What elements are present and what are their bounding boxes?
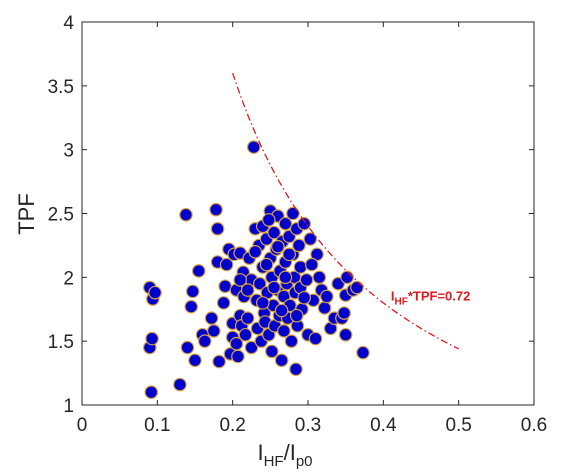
scatter-point [289,362,303,377]
scatter-point [148,285,162,300]
scatter-point [180,340,195,355]
x-tick-label: 0.1 [144,415,170,436]
scatter-point [293,260,308,274]
scatter-point [320,289,334,304]
xlabel-sub1: HF [264,453,284,470]
scatter-point [271,239,285,254]
scatter-point [303,232,318,246]
scatter-point [231,349,245,364]
scatter-point [278,270,293,285]
scatter-point [248,245,263,259]
scatter-point [212,354,226,369]
y-tick-label: 3 [63,141,74,162]
scatter-point [219,257,234,272]
y-tick-label: 2 [63,268,74,289]
scatter-point [218,279,232,294]
scatter-point [145,331,159,346]
xlabel-slash: /I [284,440,296,465]
xlabel-sub2: p0 [296,453,313,470]
y-tick-label: 4 [63,13,74,34]
scatter-point [185,284,200,299]
scatter-point [340,270,354,285]
scatter-point [304,257,319,272]
xlabel-main: I [257,440,263,465]
x-tick-label: 0.6 [521,415,547,436]
scatter-point [144,385,159,400]
scatter-point [299,273,314,287]
scatter-point [312,270,327,285]
scatter-point [252,276,267,291]
hyperbola-curve [232,72,459,350]
x-axis-label: IHF/Ip0 [257,440,312,470]
y-axis-ticks: 1 1.5 2 2.5 3 3.5 4 [48,13,534,417]
scatter-point [179,207,193,222]
scatter-point [233,273,247,287]
scatter-point [297,290,312,305]
x-tick-label: 0.2 [219,415,245,436]
scatter-point [262,213,276,227]
scatter-point [337,306,351,320]
scatter-point [255,296,270,310]
scatter-point [240,311,255,325]
annotation-sub: HF [394,296,407,307]
scatter-point [209,202,223,217]
y-tick-label: 1 [63,396,74,417]
scatter-point [267,280,281,295]
scatter-point [317,301,332,315]
scatter-point [356,345,370,360]
scatter-point [204,311,219,325]
scatter-point [292,238,306,253]
x-tick-label: 0 [77,415,88,436]
scatter-point [297,216,312,231]
x-tick-label: 0.5 [445,415,471,436]
scatter-point [191,264,206,278]
scatter-point [246,140,261,154]
y-tick-label: 2.5 [48,205,74,226]
scatter-point [267,225,281,240]
scatter-point [238,327,253,342]
y-axis-label: TPF [14,193,39,235]
scatter-point [338,327,353,342]
y-tick-label: 1.5 [48,332,74,353]
scatter-point [184,299,199,314]
scatter-point [277,324,291,338]
scatter-point [282,247,296,262]
scatter-point [308,331,323,346]
scatter-point [284,334,299,348]
annotation-main: I [391,288,395,303]
y-tick-label: 3.5 [48,77,74,98]
scatter-point [244,340,259,355]
annotation-rest: *TPF=0.72 [408,288,471,303]
scatter-point [265,344,279,359]
x-tick-label: 0.3 [295,415,321,436]
scatter-point [210,222,225,236]
x-axis-ticks: 0 0.1 0.2 0.3 0.4 0.5 0.6 [77,22,547,436]
scatter-point [274,303,289,318]
curve-annotation: IHF*TPF=0.72 [391,288,470,307]
scatter-point [259,257,274,272]
scatter-point [274,353,289,368]
scatter-point [350,280,364,295]
scatter-point [188,353,202,368]
scatter-point [197,334,212,348]
scatter-point [278,216,293,231]
scatter-point [240,283,255,297]
x-tick-label: 0.4 [370,415,397,436]
scatter-point [173,377,187,392]
scatter-points [143,140,370,400]
scatter-point [286,206,300,221]
scatter-point [289,308,304,323]
scatter-point [207,324,221,338]
scatter-point [216,296,231,310]
